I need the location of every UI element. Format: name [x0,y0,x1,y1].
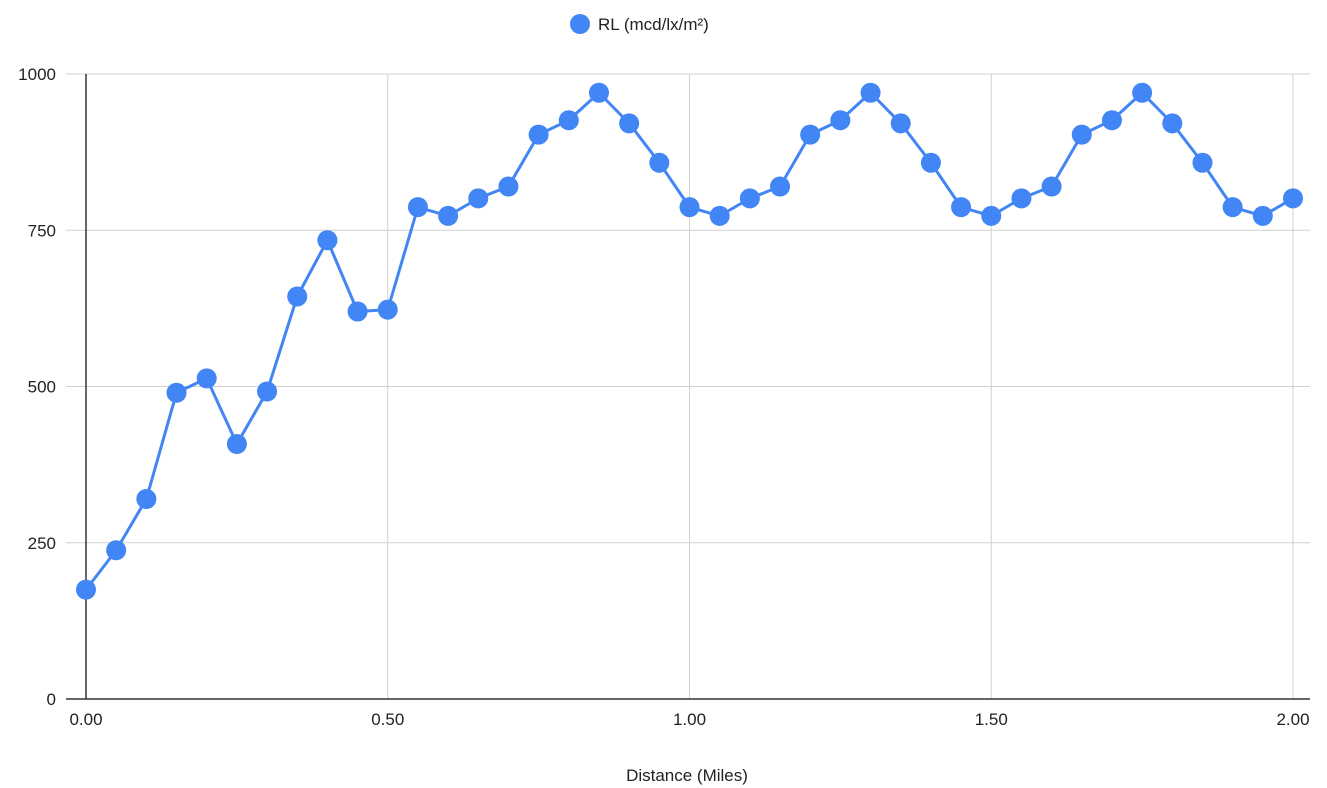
data-point [1132,82,1153,103]
data-point [830,110,851,131]
y-tick-label: 250 [28,534,56,553]
data-point [649,152,670,173]
data-point [438,205,459,226]
data-point [1162,113,1183,134]
legend: RL (mcd/lx/m²) [570,14,709,34]
data-point [588,82,609,103]
data-point [619,113,640,134]
x-tick-label: 0.50 [371,710,404,729]
data-point [920,152,941,173]
data-point [679,197,700,218]
data-point [287,286,308,307]
data-point [709,205,730,226]
data-point [317,230,338,251]
data-point [1192,152,1213,173]
data-point [1071,124,1092,145]
legend-marker-icon [570,14,590,34]
data-point [468,188,489,209]
x-tick-label: 0.00 [69,710,102,729]
x-axis-title: Distance (Miles) [626,766,748,785]
series-layer [76,82,1303,600]
data-point [136,489,157,509]
data-point [347,301,368,322]
x-tick-label: 1.50 [975,710,1008,729]
data-point [1252,205,1273,226]
data-point [1222,197,1243,218]
data-point [257,381,278,402]
data-point [407,197,428,218]
data-point [528,124,549,145]
data-point [1101,110,1122,131]
data-point [860,82,881,103]
data-point [1041,176,1062,197]
y-tick-label: 1000 [18,65,56,84]
data-point [1283,188,1303,209]
data-point [890,113,911,134]
legend-label: RL (mcd/lx/m²) [598,15,709,34]
data-point [106,540,127,561]
x-tick-label: 1.00 [673,710,706,729]
data-point [739,188,760,209]
data-point [226,434,247,454]
data-point [1011,188,1032,209]
data-point [498,176,519,197]
data-point [166,382,187,403]
gridlines [66,73,1310,699]
data-point [196,368,217,389]
y-tick-label: 750 [28,221,56,240]
x-tick-label: 2.00 [1276,710,1309,729]
data-point [800,124,821,145]
y-tick-label: 500 [28,378,56,397]
data-point [76,579,96,600]
data-point [981,205,1002,226]
data-point [770,176,791,197]
tick-labels: 0 250 500 750 1000 0.00 0.50 1.00 1.50 2.00 [18,65,1309,729]
data-point [377,299,398,320]
data-point [951,197,972,218]
data-point [558,110,579,131]
y-tick-label: 0 [47,690,56,709]
